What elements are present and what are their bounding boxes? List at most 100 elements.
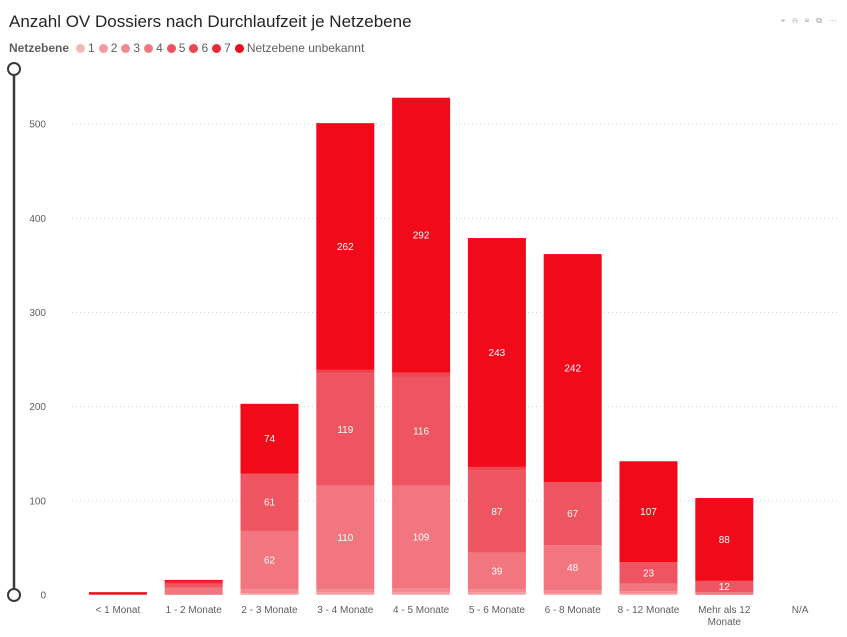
data-label: 107 [640,507,657,518]
bar-segment[interactable] [543,481,602,546]
x-tick-label: Mehr als 12 Monate [698,605,751,628]
bar-segment[interactable] [316,373,375,486]
zoom-slider-handle-bottom[interactable] [7,588,21,602]
filter-icon[interactable]: ≡ [804,16,810,25]
bar-segment[interactable] [316,485,375,590]
pin-icon[interactable]: ⌖ [780,16,786,25]
legend-label: 2 [110,41,118,55]
bar-segment[interactable] [695,594,754,595]
data-label: 23 [643,568,655,579]
chart-title: Anzahl OV Dossiers nach Durchlaufzeit je… [9,12,412,31]
bar-segment[interactable] [316,369,375,374]
more-options-icon[interactable]: ⋯ [829,16,837,25]
data-label: 116 [413,427,429,438]
data-label: 39 [491,566,503,577]
legend-marker [144,43,154,53]
bar-segment[interactable] [543,594,602,595]
bar-segment[interactable] [164,594,223,595]
legend-item[interactable]: Netzebene unbekannt [234,41,365,55]
legend-marker [98,43,108,53]
bar-segment[interactable] [392,588,451,593]
focus-mode-icon[interactable]: ⧉ [816,16,822,25]
x-tick-label: 1 - 2 Monate [166,605,223,616]
legend-item[interactable]: 4 [144,41,163,55]
bar-segment[interactable] [392,376,451,486]
data-label: 119 [337,425,353,436]
legend-label: 7 [224,41,231,55]
bell-icon[interactable]: ⍾ [792,16,798,25]
bar-segment[interactable] [316,592,375,595]
bar-segment[interactable] [543,254,602,482]
bar-segment[interactable] [164,579,223,582]
data-label: 62 [264,556,276,567]
bar-segment[interactable] [392,485,451,589]
y-tick-label: 100 [29,496,46,507]
bar-segment[interactable] [467,592,526,595]
bar-segment[interactable] [467,466,526,471]
bar-segment[interactable] [240,593,299,595]
bar-segment[interactable] [164,583,223,588]
bar-segment[interactable] [619,591,678,594]
bar-segment[interactable] [467,594,526,595]
bar-segment[interactable] [164,581,223,584]
bar-segment[interactable] [392,592,451,595]
bar-segment[interactable] [467,238,526,467]
bar-segment[interactable] [316,123,375,370]
y-tick-label: 500 [29,120,46,131]
bar-segment[interactable] [88,592,147,595]
bar-segment[interactable] [88,594,147,595]
legend-label: 6 [201,41,209,55]
x-tick-label: < 1 Monat [96,605,141,616]
bar-segment[interactable] [316,594,375,595]
legend-label: 4 [156,41,163,55]
data-label: 74 [264,434,276,445]
bar-segment[interactable] [392,97,451,373]
bar-segment[interactable] [695,580,754,593]
bar-segment[interactable] [543,545,602,591]
y-tick-label: 400 [29,214,46,225]
legend-label: 1 [88,41,95,55]
x-tick-label: 4 - 5 Monate [393,605,450,616]
bar-segment[interactable] [619,562,678,584]
x-tick-label: 2 - 3 Monate [241,605,298,616]
data-label: 67 [567,509,579,520]
bar-segment[interactable] [619,583,678,592]
y-tick-label: 300 [29,308,46,319]
bar-segment[interactable] [619,594,678,595]
zoom-slider-handle-top[interactable] [7,62,21,76]
bar-segment[interactable] [543,590,602,594]
legend-item[interactable]: 1 [76,41,95,55]
legend-item[interactable]: 2 [98,41,118,55]
bar-segment[interactable] [467,470,526,553]
bar-segment[interactable] [164,587,223,595]
legend-item[interactable]: 7 [212,41,231,55]
bar-segment[interactable] [695,592,754,595]
bar-segment[interactable] [695,497,754,581]
bar-segment[interactable] [543,593,602,595]
bar-segment[interactable] [392,594,451,595]
data-label: 109 [413,533,430,544]
legend-item[interactable]: 6 [189,41,208,55]
legend-marker [76,43,86,53]
bar-segment[interactable] [619,593,678,595]
bar-segment[interactable] [392,372,451,377]
legend-item[interactable]: 5 [166,41,185,55]
x-tick-label: 6 - 8 Monate [545,605,602,616]
bar-segment[interactable] [240,403,299,474]
legend-title: Netzebene [9,41,70,55]
bar-segment[interactable] [240,473,299,531]
legend-item[interactable]: 3 [121,41,140,55]
legend-label: 3 [133,41,141,55]
bar-segment[interactable] [240,594,299,595]
legend-marker [121,43,131,53]
bar-segment[interactable] [467,552,526,590]
legend-marker [234,43,244,53]
bar-segment[interactable] [316,589,375,593]
x-tick-label: N/A [792,605,809,616]
bar-segment[interactable] [467,589,526,593]
legend-label: Netzebene unbekannt [246,41,365,55]
bar-segment[interactable] [619,461,678,563]
bar-segment[interactable] [240,530,299,590]
bar-segment[interactable] [240,589,299,594]
